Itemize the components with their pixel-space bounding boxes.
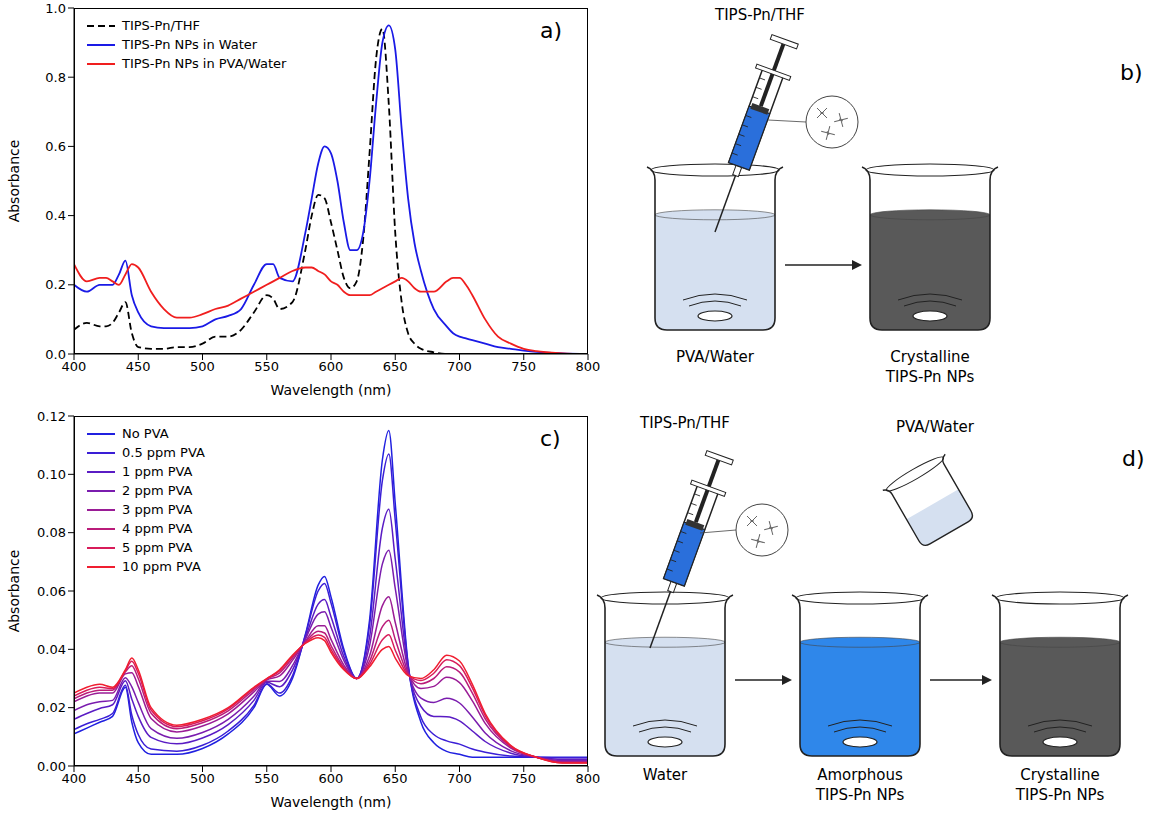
svg-text:650: 650	[383, 359, 408, 374]
svg-text:600: 600	[319, 359, 344, 374]
svg-text:750: 750	[511, 771, 536, 786]
html-text:TIPS-Pn NPs in PVA/Water: TIPS-Pn NPs in PVA/Water	[122, 56, 287, 71]
svg-text:1.0: 1.0	[45, 1, 66, 16]
svg-text:700: 700	[447, 359, 472, 374]
svg-text:450: 450	[126, 771, 151, 786]
svg-text:PVA/Water: PVA/Water	[676, 348, 755, 366]
svg-text:Wavelength (nm): Wavelength (nm)	[271, 794, 392, 810]
html-text:5 ppm PVA: 5 ppm PVA	[122, 540, 193, 555]
svg-text:Wavelength (nm): Wavelength (nm)	[271, 382, 392, 398]
html-text:a): a)	[540, 18, 563, 43]
svg-text:0.8: 0.8	[45, 70, 66, 85]
svg-text:650: 650	[383, 771, 408, 786]
svg-text:b): b)	[1120, 60, 1143, 85]
svg-text:0.12: 0.12	[37, 409, 66, 424]
svg-text:750: 750	[511, 359, 536, 374]
svg-text:0.2: 0.2	[45, 277, 66, 292]
html-text:3 ppm PVA: 3 ppm PVA	[122, 502, 193, 517]
svg-text:Absorbance: Absorbance	[6, 550, 22, 633]
svg-text:AmorphousTIPS-Pn NPs: AmorphousTIPS-Pn NPs	[815, 766, 905, 804]
html-text:4 ppm PVA: 4 ppm PVA	[122, 521, 193, 536]
svg-text:0.04: 0.04	[37, 642, 66, 657]
svg-text:0.06: 0.06	[37, 584, 66, 599]
svg-text:800: 800	[576, 771, 600, 786]
svg-text:500: 500	[190, 771, 215, 786]
html-text:TIPS-Pn/THF: TIPS-Pn/THF	[122, 18, 200, 33]
svg-text:TIPS-Pn/THF: TIPS-Pn/THF	[714, 6, 805, 24]
svg-text:400: 400	[61, 771, 87, 787]
html-text:2 ppm PVA: 2 ppm PVA	[122, 483, 193, 498]
svg-text:TIPS-Pn/THF: TIPS-Pn/THF	[639, 414, 730, 432]
html-text:No PVA: No PVA	[122, 426, 169, 441]
html-text:1 ppm PVA: 1 ppm PVA	[122, 464, 193, 479]
svg-text:450: 450	[126, 359, 151, 374]
svg-text:PVA/Water: PVA/Water	[896, 418, 975, 436]
svg-text:Water: Water	[643, 766, 688, 784]
svg-text:400: 400	[61, 359, 87, 375]
svg-text:CrystallineTIPS-Pn NPs: CrystallineTIPS-Pn NPs	[1015, 766, 1105, 804]
svg-text:d): d)	[1122, 446, 1145, 471]
svg-text:0.0: 0.0	[45, 347, 66, 362]
svg-text:0.08: 0.08	[37, 525, 66, 540]
svg-text:0.6: 0.6	[45, 139, 66, 154]
svg-text:600: 600	[319, 771, 344, 786]
svg-text:800: 800	[576, 359, 600, 374]
html-text:TIPS-Pn NPs in Water: TIPS-Pn NPs in Water	[122, 37, 258, 52]
svg-text:500: 500	[190, 359, 215, 374]
svg-text:550: 550	[254, 359, 279, 374]
html-text:10 ppm PVA: 10 ppm PVA	[122, 559, 201, 574]
svg-text:0.10: 0.10	[37, 467, 66, 482]
svg-text:CrystallineTIPS-Pn NPs: CrystallineTIPS-Pn NPs	[885, 348, 975, 386]
svg-text:700: 700	[447, 771, 472, 786]
svg-text:0.02: 0.02	[37, 700, 66, 715]
html-text:0.5 ppm PVA: 0.5 ppm PVA	[122, 445, 205, 460]
svg-text:0.4: 0.4	[45, 208, 66, 223]
svg-text:Absorbance: Absorbance	[6, 140, 22, 223]
html-text:c): c)	[540, 426, 561, 451]
svg-text:550: 550	[254, 771, 279, 786]
svg-text:0.00: 0.00	[37, 759, 66, 774]
